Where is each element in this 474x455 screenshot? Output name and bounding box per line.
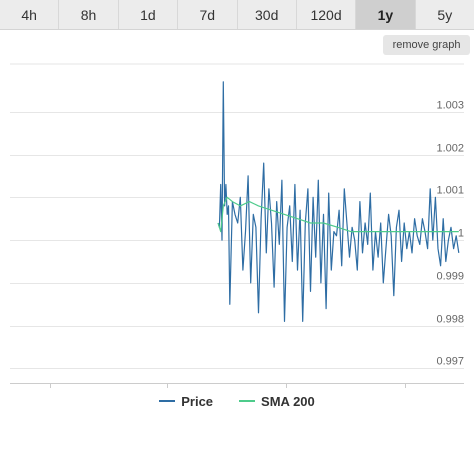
tab-7d[interactable]: 7d: [178, 0, 238, 29]
remove-graph-button[interactable]: remove graph: [383, 35, 470, 55]
chart-legend: Price SMA 200: [0, 392, 474, 410]
tab-1y[interactable]: 1y: [356, 0, 416, 29]
legend-label-sma: SMA 200: [261, 393, 315, 409]
tab-1d[interactable]: 1d: [119, 0, 179, 29]
legend-item-price[interactable]: Price: [159, 394, 213, 409]
y-tick-label: 1.001: [436, 185, 464, 197]
tab-4h[interactable]: 4h: [0, 0, 60, 29]
y-tick-label: 0.999: [436, 271, 464, 283]
tab-30d[interactable]: 30d: [238, 0, 297, 29]
legend-label-price: Price: [181, 393, 214, 409]
tab-8h[interactable]: 8h: [59, 0, 119, 29]
sma200-series-line: [217, 196, 459, 233]
y-tick-label: 1: [458, 228, 464, 240]
tab-120d[interactable]: 120d: [297, 0, 357, 29]
price-legend-swatch: [159, 400, 176, 402]
sma-legend-swatch: [239, 400, 256, 402]
legend-item-sma[interactable]: SMA 200: [239, 394, 315, 409]
y-tick-label: 0.997: [436, 356, 464, 368]
y-tick-label: 0.998: [436, 314, 464, 326]
tab-5y[interactable]: 5y: [437, 6, 453, 23]
price-series-line: [217, 81, 460, 322]
y-tick-label: 1.002: [436, 143, 464, 155]
y-tick-label: 1.003: [436, 100, 464, 112]
timeframe-tabs: 4h 8h 1d 7d 30d 120d 1y 5y: [0, 0, 474, 30]
